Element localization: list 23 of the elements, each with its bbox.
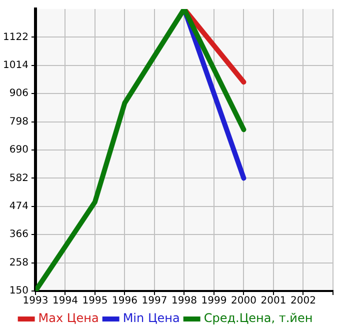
legend-label: Min Цена	[122, 311, 180, 326]
y-tick-label: 582	[9, 172, 28, 184]
x-tick-label: 2002	[290, 296, 316, 307]
x-tick-label: 2001	[260, 296, 286, 307]
x-tick-label: 1994	[52, 296, 78, 307]
y-tick-label: 150	[9, 286, 28, 297]
x-tick-label: 1997	[142, 296, 168, 307]
legend-label: Max Цена	[38, 311, 99, 326]
y-tick-label: 474	[9, 200, 28, 212]
x-tick-label: 1993	[22, 296, 48, 307]
y-tick-label: 1122	[2, 32, 28, 43]
x-tick-label: 1995	[82, 296, 108, 307]
y-tick-label: 258	[9, 257, 28, 268]
y-tick-label: 798	[9, 116, 28, 128]
y-tick-label: 690	[9, 144, 28, 156]
x-tick-label: 1999	[201, 296, 227, 307]
y-tick-label: 366	[9, 229, 28, 240]
y-tick-label: 1014	[2, 60, 28, 71]
x-tick-label: 1998	[172, 296, 197, 307]
x-tick-label: 2000	[231, 296, 256, 307]
y-tick-label: 906	[9, 88, 28, 100]
x-tick-label: 1996	[112, 296, 138, 307]
legend-label: Сред.Цена, т.йен	[204, 311, 313, 326]
